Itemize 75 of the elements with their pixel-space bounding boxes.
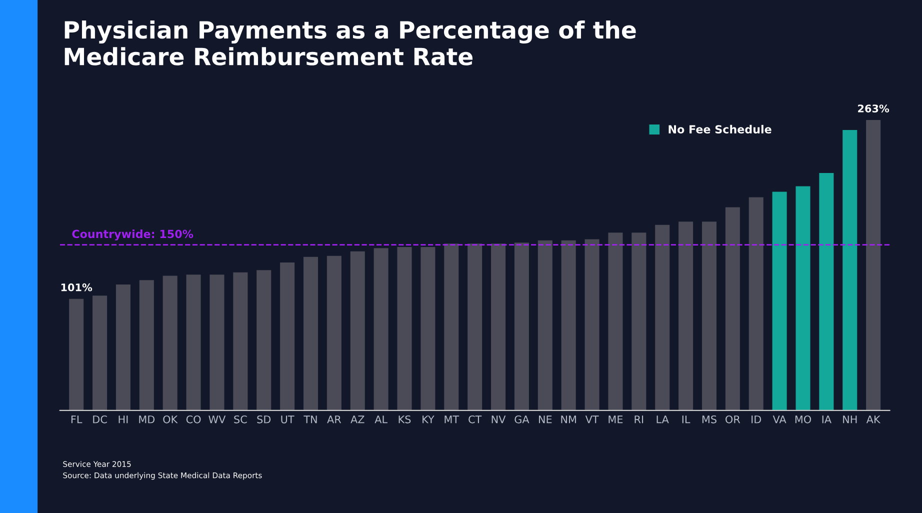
bar — [256, 270, 272, 410]
bar — [397, 246, 412, 410]
bar — [538, 240, 552, 410]
bar — [92, 296, 108, 410]
bar — [186, 274, 201, 410]
bar — [233, 272, 248, 410]
x-tick-label: VT — [585, 416, 599, 424]
bar — [632, 232, 646, 410]
bar — [725, 207, 740, 410]
bar — [280, 262, 295, 410]
x-tick-label: IA — [822, 416, 832, 424]
x-tick-label: MD — [139, 416, 155, 424]
bar — [748, 197, 764, 410]
bar — [772, 192, 787, 410]
x-tick-label: NM — [561, 416, 576, 424]
bar — [561, 240, 576, 410]
bar — [584, 239, 600, 410]
x-tick-label: AZ — [350, 416, 364, 424]
x-tick-label: HI — [118, 416, 128, 424]
x-tick-label: UT — [281, 416, 294, 424]
bar — [842, 130, 858, 410]
bar — [210, 274, 224, 410]
x-tick-label: LA — [656, 416, 669, 424]
x-tick-label: ID — [752, 416, 762, 424]
x-tick-label: RI — [634, 416, 644, 424]
bar — [608, 232, 623, 410]
x-tick-label: VA — [772, 416, 786, 424]
bar — [866, 120, 881, 410]
bar — [326, 256, 342, 410]
x-tick-label: OK — [163, 415, 178, 424]
x-tick-label: KS — [398, 415, 411, 424]
bar — [139, 280, 154, 410]
x-tick-label: KY — [422, 416, 434, 424]
bar — [303, 256, 318, 410]
x-tick-label: CO — [186, 415, 201, 424]
x-tick-label: MT — [444, 416, 460, 424]
bar — [702, 222, 717, 410]
legend-label: No Fee Schedule — [668, 124, 772, 134]
x-tick-label: CT — [468, 415, 482, 424]
x-tick-label: ME — [608, 416, 623, 424]
bar — [491, 244, 506, 410]
data-label: 263% — [858, 104, 890, 112]
x-tick-label: WV — [208, 416, 226, 424]
bar — [655, 224, 670, 410]
bar — [162, 276, 178, 410]
bar — [796, 186, 810, 410]
x-tick-label: FL — [71, 416, 82, 424]
x-tick-label: TN — [304, 416, 317, 424]
x-tick-label: NH — [843, 416, 857, 424]
data-label: 101% — [61, 283, 92, 292]
bar — [819, 173, 834, 410]
x-tick-label: MS — [702, 415, 716, 424]
x-tick-label: SD — [257, 415, 271, 424]
x-tick-label: NV — [492, 416, 506, 424]
bar — [69, 298, 84, 410]
bar — [116, 284, 130, 410]
bar — [468, 244, 482, 410]
ref-line-label: Countrywide: 150% — [72, 230, 194, 240]
x-tick-label: MO — [795, 415, 812, 424]
bar — [374, 248, 388, 410]
bar — [420, 246, 436, 410]
bar — [678, 222, 694, 410]
x-tick-label: GA — [514, 415, 530, 424]
bar — [514, 242, 529, 410]
x-tick-label: NE — [538, 416, 552, 424]
x-tick-label: SC — [234, 415, 247, 424]
x-tick-label: AL — [374, 416, 388, 424]
x-tick-label: DC — [93, 415, 107, 424]
x-tick-label: OR — [726, 415, 740, 424]
x-tick-label: AR — [327, 416, 342, 424]
bar — [350, 251, 365, 410]
bar — [444, 244, 459, 410]
x-tick-label: AK — [866, 416, 881, 424]
chart-title: Physician Payments as a Percentage of the Medicare Reimbursement Rate — [64, 20, 636, 66]
x-tick-label: IL — [682, 416, 690, 424]
